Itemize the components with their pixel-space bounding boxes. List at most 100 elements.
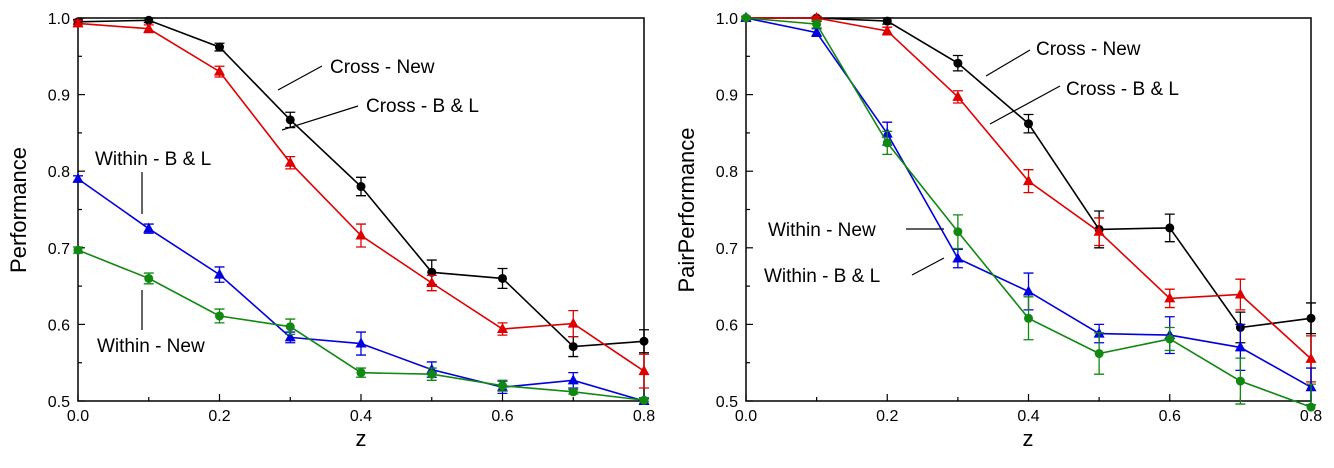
data-point	[356, 182, 366, 192]
data-point	[426, 277, 438, 288]
x-tick-label: 0.4	[1017, 408, 1039, 425]
series-line	[745, 17, 1312, 408]
data-point	[568, 342, 578, 352]
data-point	[1164, 292, 1176, 303]
y-tick-label: 0.7	[716, 241, 738, 258]
y-tick-label: 1.0	[48, 11, 70, 28]
x-tick-label: 0.0	[735, 408, 757, 425]
plot-frame	[745, 17, 1312, 402]
annotation-cross-bl: Cross - B & L	[366, 96, 479, 117]
data-point	[638, 365, 650, 376]
x-tick-label: 0.2	[876, 408, 898, 425]
data-point	[1024, 119, 1033, 129]
pair-performance-chart: 0.0 0.2 0.4 0.6 0.8 0.5 0.6 0.7 0.8 0.9 1.0 z Pair…	[674, 11, 1322, 451]
data-point	[143, 22, 155, 33]
data-point	[498, 381, 507, 391]
data-point	[144, 273, 154, 283]
y-tick-label: 0.8	[48, 164, 70, 181]
data-point	[953, 227, 963, 237]
data-point	[427, 267, 437, 277]
tick-group: 0.0 0.2 0.4 0.6 0.8 0.5 0.6 0.7 0.8 0.9 1.0	[716, 11, 1322, 425]
data-point	[1165, 334, 1175, 344]
data-point	[639, 336, 649, 346]
data-point	[1093, 225, 1105, 236]
data-point	[812, 19, 822, 29]
x-tick-label: 0.6	[1159, 408, 1181, 425]
data-point	[741, 13, 751, 23]
green-circle-series	[73, 245, 649, 405]
data-point	[72, 172, 84, 183]
data-point	[427, 369, 437, 379]
blue-triangle-series	[72, 172, 650, 405]
series-group	[72, 15, 650, 405]
leader-line	[989, 85, 1061, 125]
x-tick-label: 0.0	[67, 408, 89, 425]
data-point	[143, 222, 155, 233]
y-axis-label: PairPerformance	[674, 127, 699, 292]
y-tick-label: 0.5	[48, 394, 70, 411]
data-point	[639, 395, 649, 405]
red-triangle-series	[72, 17, 650, 389]
data-point	[214, 268, 225, 279]
data-point	[1023, 285, 1034, 296]
x-tick-label: 0.2	[208, 408, 230, 425]
x-tick-label: 0.8	[633, 408, 655, 425]
y-tick-label: 0.9	[716, 88, 738, 105]
data-point	[568, 387, 578, 397]
data-point	[497, 322, 508, 333]
data-point	[811, 26, 823, 37]
data-point	[567, 317, 579, 328]
annotation-within-bl: Within - B & L	[764, 266, 880, 287]
annotation-cross-new: Cross - New	[330, 57, 435, 78]
data-point	[215, 311, 224, 321]
data-point	[498, 273, 507, 283]
data-point	[1234, 341, 1246, 352]
x-tick-label: 0.6	[491, 408, 513, 425]
data-point	[1235, 376, 1245, 386]
data-point	[953, 58, 963, 68]
x-axis-label: z	[356, 426, 367, 451]
data-point	[1024, 313, 1033, 323]
data-point	[73, 245, 83, 255]
leader-line	[985, 49, 1031, 77]
leader-line	[281, 105, 359, 131]
data-point	[952, 252, 964, 263]
y-axis-label: Performance	[6, 147, 31, 273]
leader-line	[277, 65, 323, 91]
black-circle-series	[73, 15, 649, 358]
annotation-within-bl: Within - B & L	[95, 149, 211, 170]
data-point	[284, 156, 296, 167]
data-point	[144, 15, 154, 25]
annotation-cross-bl: Cross - B & L	[1066, 79, 1179, 100]
data-point	[567, 374, 579, 385]
data-point	[1165, 223, 1175, 233]
x-tick-label: 0.4	[350, 408, 372, 425]
data-point	[1305, 352, 1317, 363]
data-point	[356, 368, 366, 378]
data-point	[72, 17, 84, 28]
annotation-within-new: Within - New	[768, 220, 876, 241]
y-tick-label: 0.7	[48, 241, 70, 258]
x-axis-label: z	[1023, 426, 1034, 451]
y-tick-label: 1.0	[716, 11, 738, 28]
performance-chart: 0.0 0.2 0.4 0.6 0.8 0.5 0.6 0.7 0.8 0.9 1.0 z Perf…	[6, 11, 655, 451]
annotation-cross-new: Cross - New	[1036, 39, 1141, 60]
data-point	[215, 42, 224, 52]
data-point	[1234, 288, 1246, 299]
data-point	[1306, 402, 1316, 412]
data-point	[214, 65, 225, 76]
data-point	[881, 25, 893, 36]
data-point	[952, 90, 964, 101]
x-tick-label: 0.8	[1300, 408, 1322, 425]
data-point	[1094, 349, 1104, 359]
data-point	[285, 115, 295, 125]
data-point	[355, 337, 367, 348]
green-circle-series	[741, 13, 1316, 412]
y-tick-label: 0.5	[716, 394, 738, 411]
annotation-within-new: Within - New	[97, 336, 205, 357]
series-group	[740, 12, 1317, 412]
y-tick-label: 0.6	[48, 317, 70, 334]
data-point	[811, 12, 823, 22]
